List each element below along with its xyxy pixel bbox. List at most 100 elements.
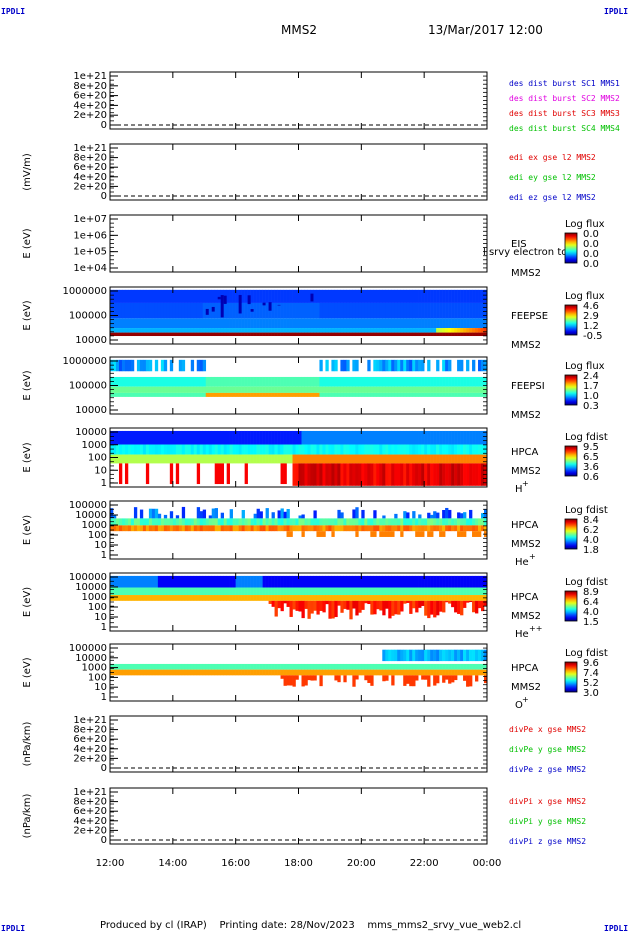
ytick-label-hpca-h-0: 10000 xyxy=(75,427,107,438)
xtick-label-1: 14:00 xyxy=(158,858,187,869)
ytick-label-hpca-he-4: 10 xyxy=(94,540,107,551)
legend-divpi-1: divPi y gse MMS2 xyxy=(509,817,586,826)
ytick-label-edi-e-gse-2: 6e+20 xyxy=(73,162,107,173)
legend-des-dist-burst-0: des dist burst SC1 MMS1 xyxy=(509,79,620,88)
colorbar-eis xyxy=(564,232,578,264)
spacecraft-label-hpca-he2: MMS2 xyxy=(511,611,541,622)
colorbar-tick-hpca-he-1: 6.2 xyxy=(583,525,599,536)
colorbar-tick-hpca-o-2: 5.2 xyxy=(583,678,599,689)
species-charge-hpca-he2: ++ xyxy=(529,624,542,633)
corner-label-bottom-left: IPDLI xyxy=(1,924,26,933)
ytick-label-edi-e-gse-1: 8e+20 xyxy=(73,153,107,164)
ytick-label-feeps-e-1: 100000 xyxy=(69,311,107,322)
ytick-label-hpca-o-5: 1 xyxy=(101,692,107,703)
ytick-label-hpca-o-2: 1000 xyxy=(82,663,107,674)
colorbar-tick-hpca-h-2: 3.6 xyxy=(583,462,599,473)
colorbar-tick-eis-0: 0.0 xyxy=(583,229,599,240)
colorbar-hpca-h xyxy=(564,445,578,477)
legend-des-dist-burst-2: des dist burst SC3 MMS3 xyxy=(509,109,620,118)
colorbar-tick-feeps-i-1: 1.7 xyxy=(583,381,599,392)
datetime-title: 13/Mar/2017 12:00 xyxy=(428,23,543,37)
ytick-label-eis-3: 1e+04 xyxy=(73,263,107,274)
colorbar-tick-feeps-e-1: 2.9 xyxy=(583,311,599,322)
ylabel-hpca-he: E (eV) xyxy=(22,515,33,545)
ytick-label-feeps-e-0: 1000000 xyxy=(62,286,107,297)
xtick-label-2: 16:00 xyxy=(221,858,250,869)
panel-frame-edi-e-gse xyxy=(109,143,488,201)
ytick-label-divpe-3: 4e+20 xyxy=(73,744,107,755)
colorbar-tick-hpca-o-3: 3.0 xyxy=(583,688,599,699)
xtick-label-5: 22:00 xyxy=(410,858,439,869)
spectrogram-hpca-o xyxy=(110,649,488,687)
ylabel-feeps-i: E (eV) xyxy=(22,370,33,400)
instrument-label-hpca-he2: HPCA xyxy=(511,592,539,603)
spectrogram-hpca-he2 xyxy=(110,575,488,620)
panel-frame-eis xyxy=(109,214,488,273)
instrument-label-eis: EIS xyxy=(511,239,527,250)
legend-divpe-2: divPe z gse MMS2 xyxy=(509,765,586,774)
species-charge-hpca-o: + xyxy=(522,695,529,704)
ytick-label-divpi-1: 8e+20 xyxy=(73,797,107,808)
colorbar-title-feeps-e: Log flux xyxy=(565,291,605,302)
legend-divpe-0: divPe x gse MMS2 xyxy=(509,725,586,734)
ytick-label-hpca-he2-4: 10 xyxy=(94,612,107,623)
ytick-label-hpca-he2-0: 100000 xyxy=(69,572,107,583)
ytick-label-hpca-he-3: 100 xyxy=(88,530,107,541)
ytick-label-hpca-h-2: 100 xyxy=(88,453,107,464)
ylabel-divpi: (nPa/km) xyxy=(22,794,33,839)
instrument-label-feeps-e: FEEPSE xyxy=(511,311,548,322)
panel-frame-des-dist-burst xyxy=(109,71,488,130)
colorbar-tick-hpca-he2-2: 4.0 xyxy=(583,607,599,618)
ytick-label-divpi-0: 1e+21 xyxy=(73,787,107,798)
ytick-label-des-dist-burst-5: 0 xyxy=(101,120,107,131)
ylabel-hpca-he2: E (eV) xyxy=(22,587,33,617)
spacecraft-label-feeps-i: MMS2 xyxy=(511,410,541,421)
ytick-label-hpca-o-0: 100000 xyxy=(69,643,107,654)
ytick-label-des-dist-burst-1: 8e+20 xyxy=(73,81,107,92)
footer-credits: Produced by cl (IRAP) Printing date: 28/… xyxy=(100,920,522,931)
colorbar-title-hpca-he: Log fdist xyxy=(565,505,608,516)
colorbar-feeps-i xyxy=(564,374,578,406)
ytick-label-des-dist-burst-3: 4e+20 xyxy=(73,100,107,111)
legend-des-dist-burst-3: des dist burst SC4 MMS4 xyxy=(509,124,620,133)
overlay-text-eis: l srvy electron to xyxy=(483,247,567,258)
colorbar-title-eis: Log flux xyxy=(565,219,605,230)
ylabel-eis: E (eV) xyxy=(22,228,33,258)
xtick-label-3: 18:00 xyxy=(284,858,313,869)
species-label-hpca-he2: He xyxy=(515,629,529,640)
ytick-label-hpca-he-2: 1000 xyxy=(82,520,107,531)
spectrogram-feeps-i xyxy=(110,359,488,397)
colorbar-tick-eis-3: 0.0 xyxy=(583,259,599,270)
ytick-label-divpe-5: 0 xyxy=(101,763,107,774)
ytick-label-eis-2: 1e+05 xyxy=(73,247,107,258)
ytick-label-hpca-h-4: 1 xyxy=(101,478,107,489)
legend-divpe-1: divPe y gse MMS2 xyxy=(509,745,586,754)
ytick-label-divpi-2: 6e+20 xyxy=(73,806,107,817)
instrument-label-hpca-h: HPCA xyxy=(511,447,539,458)
colorbar-tick-hpca-h-1: 6.5 xyxy=(583,452,599,463)
spectrogram-hpca-he xyxy=(110,506,488,537)
ytick-label-divpi-3: 4e+20 xyxy=(73,816,107,827)
ytick-label-hpca-h-3: 10 xyxy=(94,465,107,476)
spacecraft-label-hpca-o: MMS2 xyxy=(511,682,541,693)
ytick-label-hpca-he-0: 100000 xyxy=(69,500,107,511)
colorbar-tick-hpca-he-2: 4.0 xyxy=(583,535,599,546)
ytick-label-hpca-h-1: 1000 xyxy=(82,440,107,451)
spacecraft-title: MMS2 xyxy=(281,23,317,37)
colorbar-title-hpca-h: Log fdist xyxy=(565,432,608,443)
ytick-label-hpca-o-4: 10 xyxy=(94,682,107,693)
corner-label-top-left: IPDLI xyxy=(1,7,26,16)
colorbar-tick-eis-2: 0.0 xyxy=(583,249,599,260)
ytick-label-feeps-i-2: 10000 xyxy=(75,405,107,416)
spectrogram-hpca-h xyxy=(110,430,488,486)
legend-divpi-2: divPi z gse MMS2 xyxy=(509,837,586,846)
spacecraft-label-hpca-h: MMS2 xyxy=(511,466,541,477)
ytick-label-feeps-i-1: 100000 xyxy=(69,381,107,392)
ytick-label-edi-e-gse-0: 1e+21 xyxy=(73,143,107,154)
spacecraft-label-eis: MMS2 xyxy=(511,268,541,279)
ylabel-divpe: (nPa/km) xyxy=(22,722,33,767)
colorbar-tick-hpca-o-1: 7.4 xyxy=(583,668,599,679)
colorbar-hpca-he xyxy=(564,518,578,550)
colorbar-tick-hpca-he2-1: 6.4 xyxy=(583,597,599,608)
